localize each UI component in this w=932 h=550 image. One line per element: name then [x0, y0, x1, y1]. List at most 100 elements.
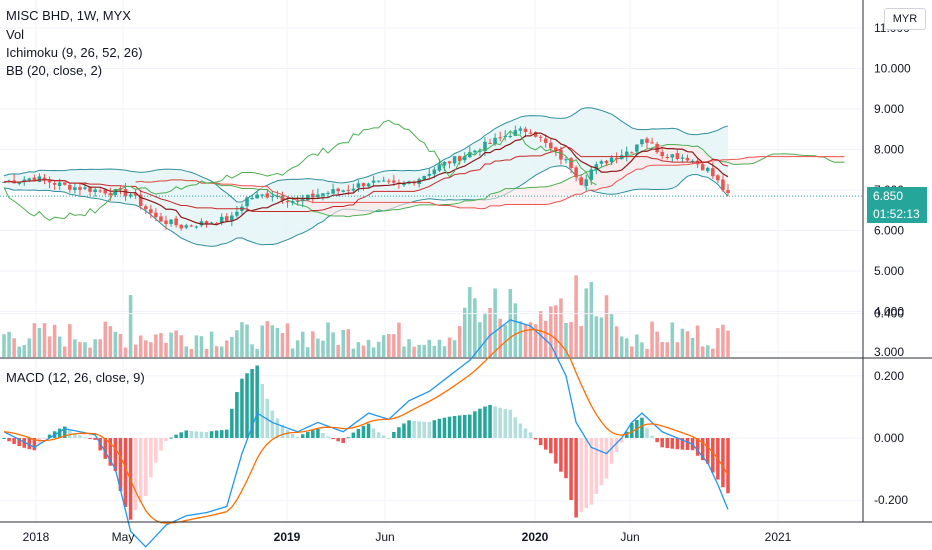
volume-bar	[670, 322, 675, 357]
candle-body	[721, 179, 725, 191]
macd-histogram-bar	[209, 431, 214, 438]
macd-histogram-bar	[726, 438, 730, 494]
volume-bar	[240, 322, 244, 357]
candle-body	[498, 137, 502, 139]
volume-bar	[700, 346, 705, 357]
volume-bar	[442, 346, 447, 357]
time-tick-label: 2018	[23, 530, 50, 544]
macd-histogram-bar	[154, 438, 158, 463]
macd-histogram-bar	[624, 431, 629, 438]
currency-button[interactable]: MYR	[884, 8, 926, 30]
candle-body	[27, 178, 32, 181]
volume-bar	[726, 330, 730, 357]
candle-body	[716, 175, 720, 181]
bb-indicator-label[interactable]: BB (20, close, 2)	[6, 63, 103, 78]
volume-bar	[599, 317, 604, 357]
volume-bar	[498, 318, 502, 357]
candle-body	[645, 138, 649, 143]
candle-body	[113, 189, 118, 196]
candle-body	[285, 201, 290, 203]
candle-body	[376, 180, 381, 182]
ichimoku-indicator-label[interactable]: Ichimoku (9, 26, 52, 26)	[6, 45, 143, 60]
macd-histogram-bar	[103, 438, 108, 459]
price-tick-label: 5.000	[874, 264, 904, 278]
volume-bar	[73, 339, 77, 357]
candle-body	[169, 219, 173, 224]
volume-bar	[624, 338, 629, 357]
macd-indicator-label[interactable]: MACD (12, 26, close, 9)	[6, 370, 145, 385]
volume-bar	[78, 342, 82, 357]
macd-histogram-bar	[569, 438, 573, 501]
macd-histogram-bar	[685, 438, 690, 450]
volume-bar	[47, 336, 52, 357]
volume-bar	[488, 308, 492, 357]
macd-histogram-bar	[584, 438, 589, 508]
candle-body	[159, 216, 163, 222]
macd-histogram-bar	[12, 438, 16, 444]
time-tick-label: 2020	[522, 530, 549, 544]
macd-histogram-bar	[149, 438, 153, 478]
volume-bar	[574, 275, 578, 357]
candle-body	[316, 194, 320, 198]
macd-histogram-bar	[73, 433, 77, 438]
volume-bar	[361, 345, 366, 357]
candle-body	[356, 183, 361, 188]
volume-bar	[493, 288, 497, 357]
candle-body	[224, 216, 229, 222]
candle-body	[351, 188, 356, 191]
volume-bar	[189, 348, 194, 357]
candle-body	[447, 161, 452, 164]
volume-bar	[179, 335, 183, 357]
candle-body	[250, 198, 254, 200]
candle-body	[700, 164, 705, 171]
candle-body	[361, 183, 366, 187]
volume-bar	[543, 320, 548, 357]
volume-bar	[118, 333, 123, 357]
macd-histogram-bar	[93, 438, 97, 440]
candle-body	[103, 189, 108, 194]
candle-body	[670, 154, 675, 158]
volume-bar	[569, 321, 573, 357]
volume-bar	[609, 313, 614, 357]
macd-histogram-bar	[118, 438, 123, 492]
candle-body	[265, 193, 270, 198]
volume-bar	[356, 342, 361, 357]
volume-bar	[184, 346, 189, 357]
ichimoku-tenkan	[3, 132, 729, 226]
candle-body	[635, 144, 639, 152]
candle-body	[149, 209, 153, 214]
macd-histogram-bar	[437, 418, 442, 438]
candle-body	[311, 193, 315, 198]
candle-body	[17, 181, 21, 184]
macd-histogram-bar	[559, 438, 563, 472]
volume-bar	[640, 342, 644, 357]
volume-bar	[7, 331, 11, 357]
macd-histogram-bar	[619, 438, 624, 443]
volume-bar	[523, 324, 528, 357]
macd-histogram-bar	[488, 404, 492, 438]
macd-histogram-bar	[219, 430, 224, 438]
volume-bar	[483, 313, 487, 357]
volume-bar	[351, 348, 356, 357]
volume-bar	[614, 326, 619, 357]
volume-bar	[645, 348, 649, 357]
volume-bar	[650, 321, 654, 357]
macd-histogram-bar	[468, 414, 472, 438]
candle-body	[209, 222, 214, 224]
macd-histogram-bar	[473, 411, 477, 438]
volume-bar	[473, 298, 477, 357]
candle-body	[189, 225, 194, 227]
macd-histogram-bar	[113, 438, 118, 472]
ichimoku-span-b	[135, 156, 845, 210]
macd-histogram-bar	[194, 431, 199, 438]
volume-bar	[265, 321, 270, 357]
macd-histogram-bar	[447, 416, 452, 438]
candle-body	[47, 180, 52, 183]
vol-indicator-label[interactable]: Vol	[6, 27, 25, 42]
macd-histogram-bar	[245, 373, 249, 438]
candle-body	[462, 156, 467, 161]
macd-histogram-bar	[32, 438, 37, 451]
macd-histogram-bar	[549, 438, 553, 454]
volume-bar	[255, 348, 259, 357]
